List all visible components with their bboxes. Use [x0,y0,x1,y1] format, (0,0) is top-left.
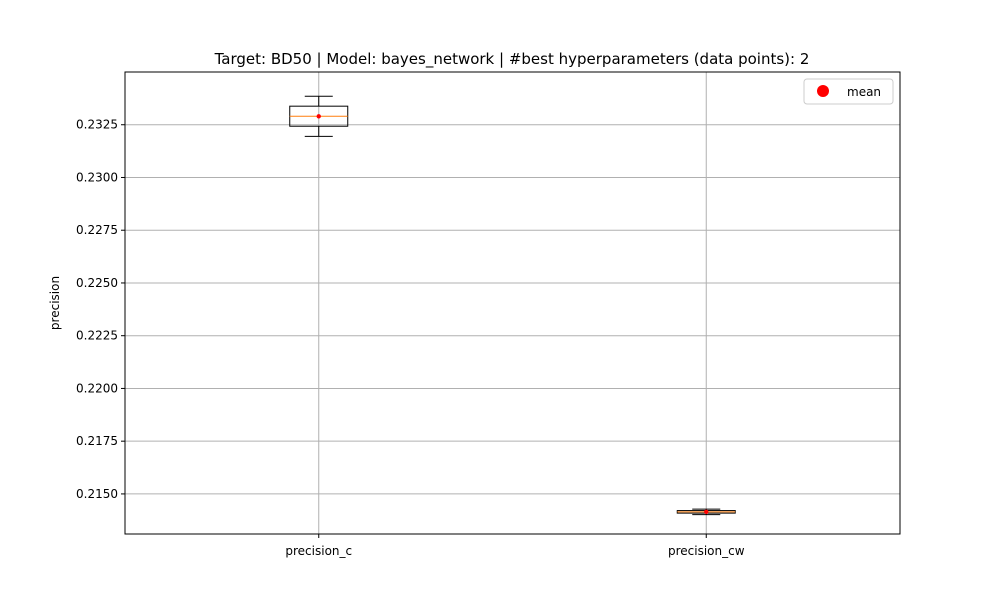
box-precision_cw [676,508,736,516]
y-tick-label: 0.2325 [76,118,118,132]
boxes [289,95,736,516]
x-tick-label: precision_cw [668,544,745,558]
y-tick-label: 0.2200 [76,381,118,395]
plot-frame [124,71,901,535]
y-tick-label: 0.2250 [76,276,118,290]
mean-marker [316,114,321,119]
legend-frame [803,78,894,105]
axis-ticks: 0.2150 0.2175 0.2200 0.2225 0.2250 0.2275 0.23… [76,118,745,558]
y-tick-label: 0.2275 [76,223,118,237]
y-tick-label: 0.2225 [76,329,118,343]
y-axis-label: precision [48,276,62,330]
y-tick-label: 0.2175 [76,434,118,448]
x-tick-label: precision_c [285,544,352,558]
box-precision_c [289,95,349,137]
y-tick-label: 0.2300 [76,170,118,184]
legend: mean [803,78,894,105]
legend-mean-marker [817,85,829,97]
mean-marker [704,509,709,515]
grid-lines [125,72,900,534]
chart-title: Target: BD50 | Model: bayes_network | #b… [214,50,810,69]
legend-label-mean: mean [847,85,881,99]
y-tick-label: 0.2150 [76,487,118,501]
